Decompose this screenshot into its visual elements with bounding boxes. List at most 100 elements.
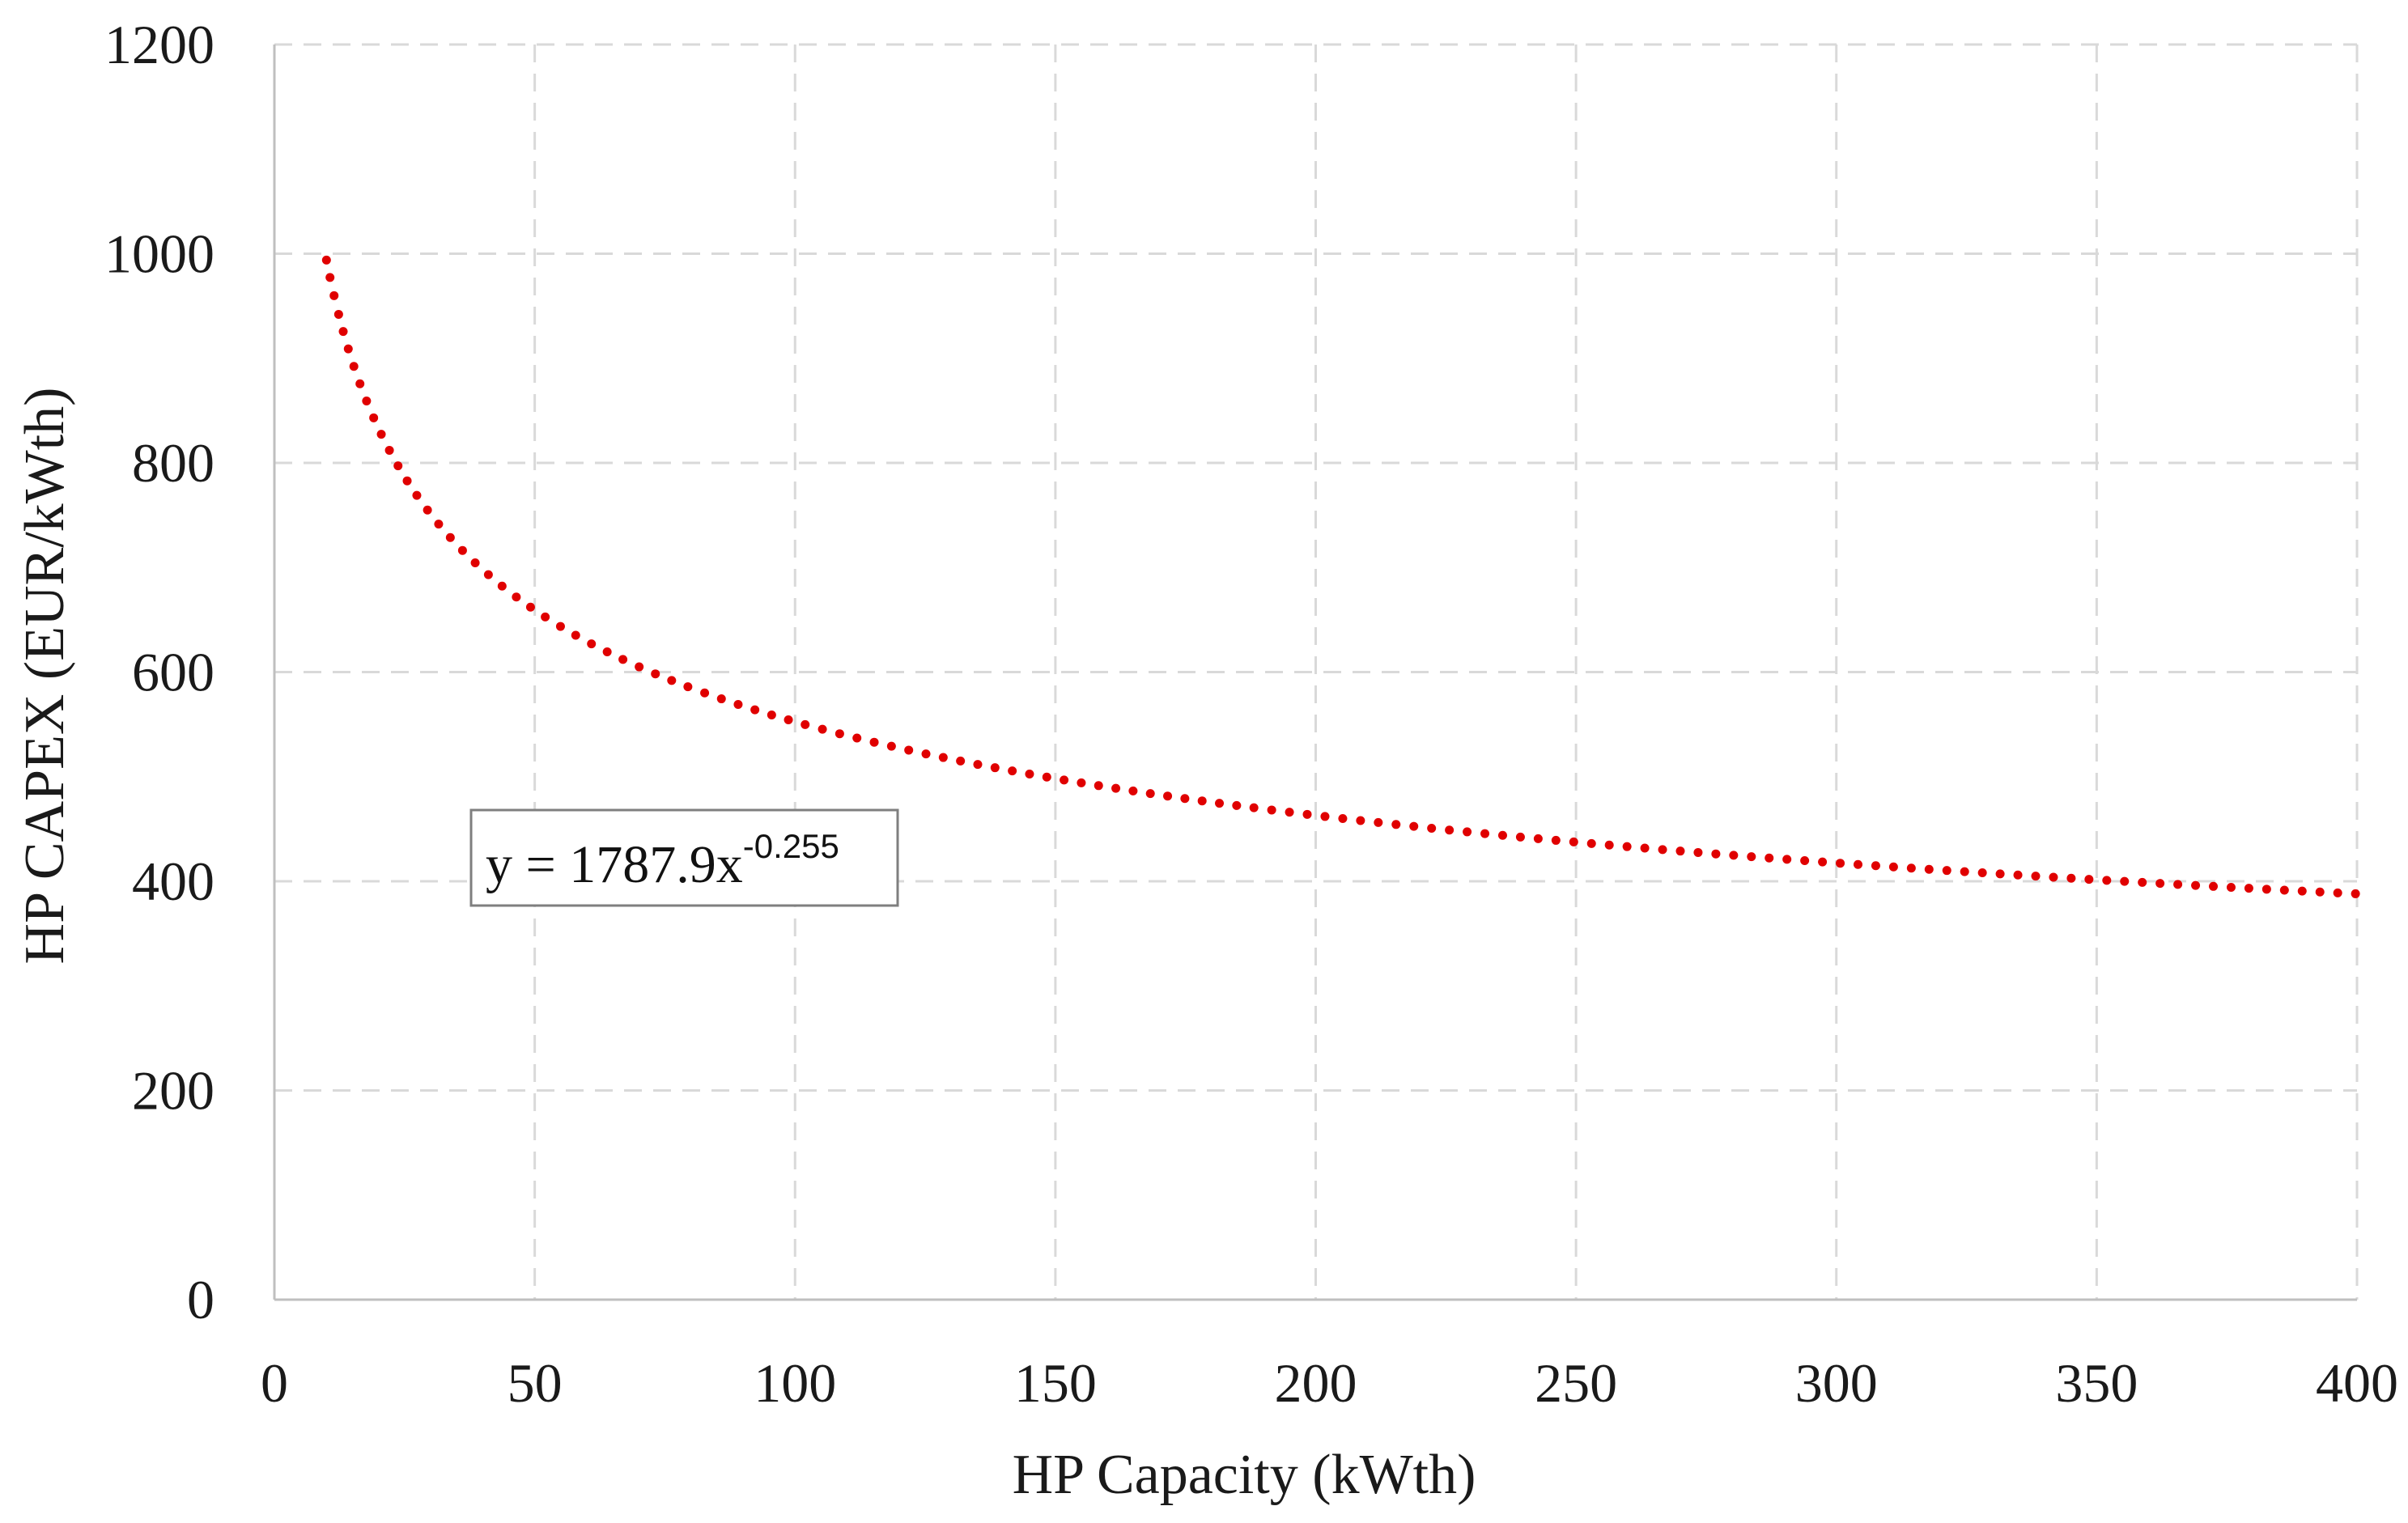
trendline-dot <box>1409 821 1419 831</box>
trendline-dot <box>1008 766 1017 776</box>
trendline-dot <box>343 344 353 354</box>
y-tick-label: 600 <box>132 642 214 703</box>
x-tick-label: 100 <box>754 1352 836 1414</box>
trendline-dot <box>1232 800 1242 810</box>
trendline-dot <box>1445 825 1455 835</box>
trendline-dot <box>1693 847 1703 857</box>
trendline-dot <box>1640 843 1650 853</box>
trendline-dot <box>618 655 628 664</box>
trendline-dot <box>1215 799 1225 808</box>
trendline-dot <box>1374 817 1383 827</box>
trendline-dot <box>512 592 521 602</box>
trendline-dot <box>1995 869 2005 879</box>
trendline-dot <box>1356 816 1365 825</box>
trendline-dot <box>1604 840 1614 850</box>
axes <box>273 45 2357 1301</box>
trendline-dot <box>1924 864 1934 874</box>
y-tick-label: 200 <box>132 1060 214 1122</box>
trendline-dot <box>1818 857 1828 867</box>
trendline-dot <box>1942 866 1951 876</box>
trendline-dot <box>1249 803 1259 812</box>
equation-base: y = 1787.9x <box>486 835 743 894</box>
trendline-dot <box>1180 794 1190 804</box>
x-tick-label: 300 <box>1795 1352 1878 1414</box>
trendline-dot <box>1197 796 1207 806</box>
tick-labels: 0 50 100 150 200 250 300 350 400 0 200 400 600 800 100… <box>104 14 2398 1414</box>
trendline-dot <box>602 647 612 657</box>
trendline-dot <box>1391 820 1401 829</box>
trendline-dot <box>525 602 535 612</box>
trendline-dot <box>1658 845 1667 855</box>
y-tick-label: 400 <box>132 851 214 912</box>
trendline-dot <box>2155 879 2165 889</box>
x-tick-label: 400 <box>2316 1352 2398 1414</box>
trendline-dot <box>1338 813 1348 823</box>
trendline-dot <box>369 413 379 422</box>
trendline-dot <box>973 760 983 770</box>
trendline-dot <box>1042 772 1051 782</box>
trendline-dot <box>1853 859 1862 869</box>
trendline-dot <box>2279 885 2289 895</box>
trendline-dot <box>355 379 365 388</box>
trendline-dot <box>412 490 422 500</box>
trendline-dot <box>2226 882 2236 892</box>
x-axis-title: HP Capacity (kWth) <box>1013 1444 1476 1506</box>
x-tick-label: 350 <box>2055 1352 2138 1414</box>
trendline-dot <box>1163 791 1173 801</box>
trendline-dot <box>1515 832 1525 842</box>
trendline-dot <box>990 763 1000 773</box>
trendline-dot <box>1977 868 1987 878</box>
trendline-dot <box>852 733 862 743</box>
trendline-dot <box>886 741 896 751</box>
trendline-dot <box>393 461 403 471</box>
trendline-dot <box>1888 862 1898 872</box>
trendline-dot <box>1427 823 1437 833</box>
y-tick-label: 800 <box>132 432 214 494</box>
trendline-dot <box>1025 769 1034 778</box>
trendline-dot <box>376 430 386 439</box>
y-tick-label: 0 <box>187 1269 214 1330</box>
trendline-dot <box>667 676 677 685</box>
trendline-dot <box>362 396 372 405</box>
x-tick-label: 150 <box>1014 1352 1097 1414</box>
trendline-dot <box>767 710 776 719</box>
trendline-dot <box>750 705 760 715</box>
equation-box-border <box>469 808 899 907</box>
trendline-dot <box>635 662 644 672</box>
trendline-dot <box>2244 884 2253 893</box>
trendline-dot <box>338 327 348 337</box>
trendline-dot <box>423 505 432 515</box>
x-tick-label: 0 <box>261 1352 288 1414</box>
trendline-dot <box>1569 837 1578 846</box>
trendline-dot <box>1622 842 1632 851</box>
trendline-dot <box>835 729 844 739</box>
x-tick-label: 50 <box>508 1352 563 1414</box>
trendline-dot <box>402 476 412 486</box>
trendline-dot <box>2173 880 2183 889</box>
trendline-dot <box>1675 846 1685 856</box>
trendline-dot <box>2138 877 2147 887</box>
trendline-dot <box>801 719 810 729</box>
trendline-dot <box>869 737 879 747</box>
trendline-dot <box>2031 872 2041 881</box>
trendline-dot <box>2066 873 2076 883</box>
trendline-dot <box>683 682 693 692</box>
trendline-dot <box>2084 875 2094 885</box>
trendline-dot <box>1128 786 1138 795</box>
trendline-dot <box>1836 859 1845 868</box>
equation-label: y = 1787.9x-0.255 <box>486 827 839 894</box>
trendline-dot <box>2297 886 2307 896</box>
trendline-dot <box>1711 849 1721 859</box>
trendline-dot <box>329 291 339 300</box>
trendline-dot <box>700 688 710 698</box>
trendline-dot <box>1782 855 1792 864</box>
trendline-dot <box>457 545 467 555</box>
trendline-dot <box>2013 870 2023 880</box>
x-tick-label: 250 <box>1535 1352 1617 1414</box>
trendline-dot <box>321 255 331 265</box>
trendline-dot <box>1463 827 1472 837</box>
trendline-dot <box>1285 808 1294 817</box>
equation-box: y = 1787.9x-0.255 <box>469 808 899 907</box>
equation-exponent: -0.255 <box>743 827 839 865</box>
